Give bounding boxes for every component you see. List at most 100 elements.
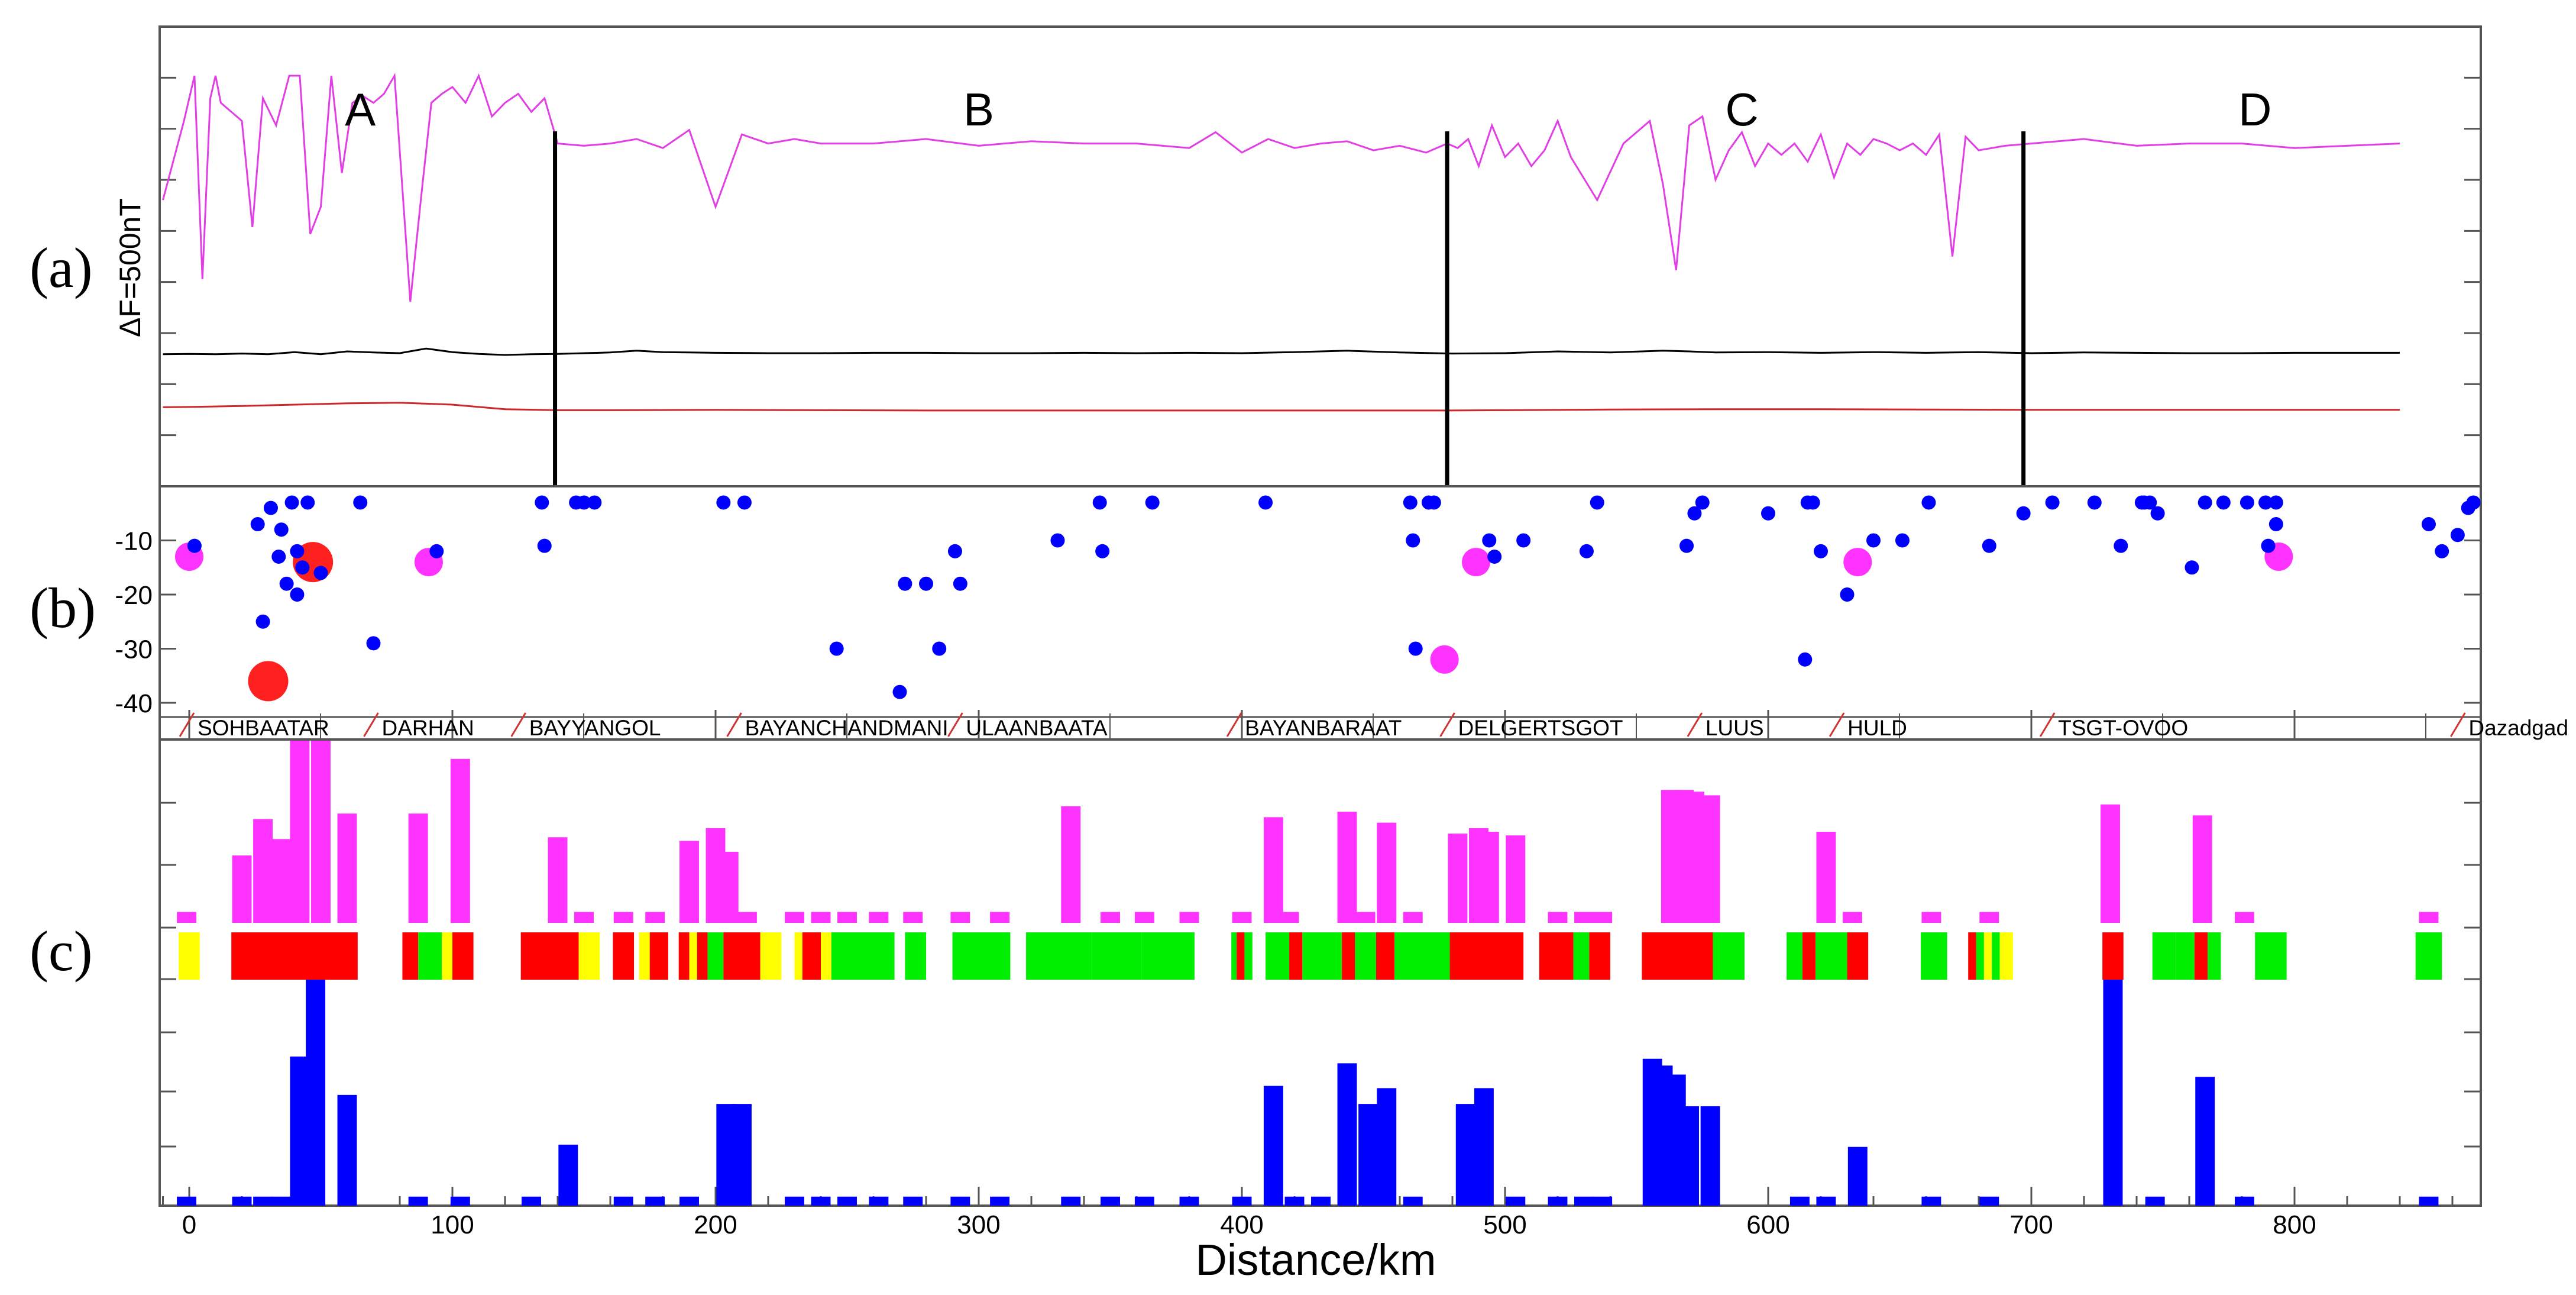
magenta-bar — [2192, 815, 2212, 923]
panel-c-xtick-label: 0 — [182, 1210, 196, 1239]
state-segment-green — [707, 932, 724, 980]
blue-event-dot — [2450, 528, 2465, 542]
blue-event-dot — [537, 538, 552, 553]
state-segment-red — [1376, 932, 1395, 980]
state-segment-green — [1231, 932, 1237, 980]
blue-event-dot — [716, 495, 731, 510]
blue-event-dot — [1482, 533, 1497, 548]
blue-event-dot — [1921, 495, 1936, 510]
station-label-ulaanbaata: ULAANBAATA — [966, 716, 1108, 740]
magenta-bar — [337, 813, 357, 923]
station-marker — [1687, 712, 1703, 737]
station-marker — [1226, 712, 1242, 737]
station-label-huld: HULD — [1847, 716, 1907, 740]
series-line-black — [163, 347, 2400, 356]
blue-event-dot — [1095, 544, 1110, 558]
blue-event-dot — [300, 495, 315, 510]
state-segment-red — [231, 932, 358, 980]
x-axis-label: Distance/km — [1195, 1235, 1436, 1284]
magenta-bar — [1355, 912, 1376, 923]
blue-bar — [1134, 1196, 1154, 1206]
blue-bar — [1337, 1063, 1357, 1206]
magenta-bar — [990, 912, 1010, 923]
blue-bar — [271, 1196, 292, 1206]
magenta-bar — [1279, 912, 1299, 923]
magenta-event-dot — [1462, 548, 1491, 577]
blue-event-dot — [2258, 495, 2273, 510]
panel-b: -10 -20 -30 -40 SOHBAATAR DARHAN BAYYANGOL BAY… — [30, 485, 2568, 741]
blue-event-dot — [1092, 495, 1107, 510]
panel-b-points — [175, 495, 2481, 702]
station-label-bayanchandmani: BAYANCHANDMANI — [745, 716, 949, 740]
blue-bar — [2103, 980, 2123, 1206]
state-segment-green — [1026, 932, 1092, 980]
panel-c-xtick-label: 300 — [957, 1210, 1000, 1239]
segment-label-a: A — [345, 83, 376, 135]
state-segment-red — [697, 932, 708, 980]
state-segment-green — [1266, 932, 1290, 980]
magenta-bar — [232, 855, 252, 923]
blue-bar — [306, 980, 326, 1206]
station-marker — [363, 712, 379, 737]
blue-bar — [1979, 1196, 1999, 1206]
blue-event-dot — [1866, 533, 1881, 548]
magenta-bar — [1448, 834, 1468, 923]
station-marker — [1439, 712, 1455, 737]
blue-event-dot — [587, 495, 602, 510]
blue-bar — [1179, 1196, 1199, 1206]
magenta-bar — [1101, 912, 1120, 923]
magenta-bar — [574, 912, 594, 923]
blue-bar — [1061, 1196, 1081, 1206]
magenta-bar — [869, 912, 889, 923]
magenta-bar — [837, 912, 857, 923]
panel-c: 0 100 200 300 400 500 600 700 800 (c) Distance/k… — [30, 738, 2482, 1284]
panel-c-xtick-label: 500 — [1483, 1210, 1526, 1239]
series-line-red — [163, 402, 2400, 412]
state-segment-green — [1394, 932, 1450, 980]
panel-a-ylabel: ΔF=500nT — [114, 198, 147, 337]
blue-event-dot — [1695, 495, 1710, 510]
panel-c-xtick-label: 700 — [2009, 1210, 2053, 1239]
panel-a-boundaries — [553, 131, 2026, 486]
blue-event-dot — [898, 576, 912, 591]
panel-a-lines — [162, 73, 2400, 412]
state-segment-green — [2152, 932, 2176, 980]
panel-c-bars — [177, 741, 2442, 1206]
blue-bar — [903, 1196, 923, 1206]
blue-bar — [522, 1196, 541, 1206]
blue-event-dot — [1406, 533, 1420, 548]
station-marker — [510, 712, 526, 737]
blue-event-dot — [1516, 533, 1531, 548]
blue-event-dot — [947, 544, 962, 558]
magenta-bar — [1337, 812, 1357, 923]
blue-event-dot — [2435, 544, 2449, 558]
station-marker — [179, 712, 195, 737]
magenta-bar — [1548, 912, 1568, 923]
blue-event-dot — [2268, 495, 2283, 510]
blue-bar — [811, 1196, 831, 1206]
blue-event-dot — [2087, 495, 2102, 510]
magenta-bar — [1179, 912, 1199, 923]
blue-event-dot — [255, 614, 270, 629]
blue-bar — [232, 1196, 252, 1206]
state-segment-red — [1847, 932, 1869, 980]
blue-event-dot — [1798, 652, 1813, 667]
blue-event-dot — [2045, 495, 2060, 510]
blue-event-dot — [353, 495, 368, 510]
blue-event-dot — [892, 684, 907, 699]
blue-bar — [1593, 1196, 1613, 1206]
blue-event-dot — [1408, 641, 1423, 656]
blue-bar — [1789, 1196, 1810, 1206]
state-segment-yellow — [639, 932, 650, 980]
segment-label-d: D — [2238, 83, 2271, 135]
state-segment-red — [1289, 932, 1303, 980]
state-segment-green — [1713, 932, 1745, 980]
blue-event-dot — [737, 495, 752, 510]
blue-event-dot — [429, 544, 444, 558]
panel-c-xtick-label: 800 — [2273, 1210, 2316, 1239]
magenta-bar — [950, 912, 970, 923]
state-segment-yellow — [442, 932, 452, 980]
station-label-bayyangol: BAYYANGOL — [529, 716, 661, 740]
panel-c-xtick-label: 200 — [694, 1210, 737, 1239]
